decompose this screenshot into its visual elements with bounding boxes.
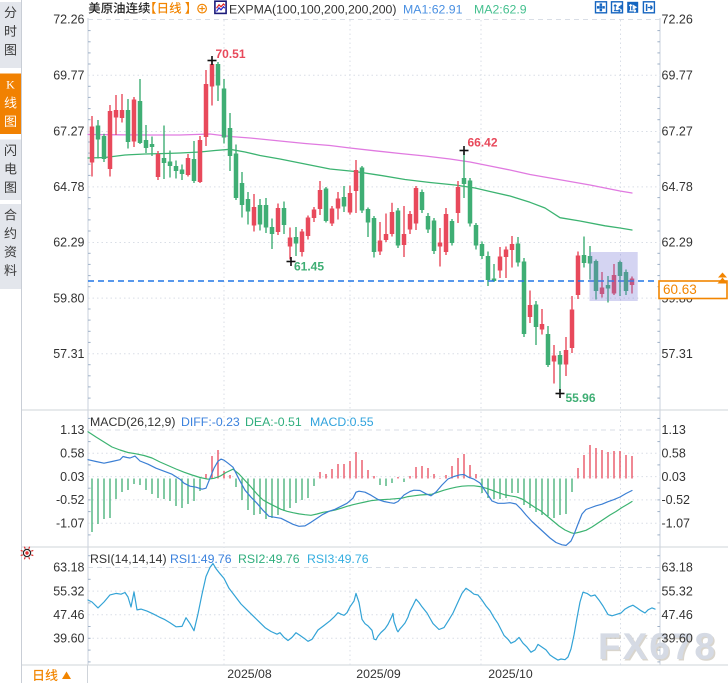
svg-text:64.78: 64.78 — [662, 180, 693, 194]
svg-text:0.03: 0.03 — [662, 470, 686, 484]
svg-text:K: K — [6, 78, 15, 92]
svg-text:55.32: 55.32 — [662, 584, 693, 598]
svg-text:62.29: 62.29 — [662, 236, 693, 250]
svg-text:-1.07: -1.07 — [662, 516, 691, 530]
svg-text:39.60: 39.60 — [53, 632, 84, 646]
svg-text:69.77: 69.77 — [662, 68, 693, 82]
svg-text:70.51: 70.51 — [216, 47, 246, 61]
svg-text:RSI3:49.76: RSI3:49.76 — [307, 552, 369, 566]
svg-text:-0.52: -0.52 — [56, 493, 85, 507]
svg-text:DIFF:-0.23: DIFF:-0.23 — [181, 415, 240, 429]
svg-text:67.27: 67.27 — [662, 125, 693, 139]
svg-text:64.78: 64.78 — [53, 180, 84, 194]
svg-text:2025/09: 2025/09 — [356, 667, 401, 681]
svg-text:FX678: FX678 — [598, 626, 717, 667]
svg-text:47.46: 47.46 — [53, 608, 84, 622]
svg-text:1.13: 1.13 — [60, 423, 84, 437]
svg-text:RSI(14,14,14): RSI(14,14,14) — [90, 552, 167, 566]
svg-text:62.29: 62.29 — [53, 236, 84, 250]
svg-text:2025/10: 2025/10 — [488, 667, 533, 681]
svg-text:1.13: 1.13 — [662, 423, 686, 437]
svg-text:MACD:0.55: MACD:0.55 — [310, 415, 374, 429]
svg-text:RSI1:49.76: RSI1:49.76 — [170, 552, 232, 566]
svg-text:MA1:62.91: MA1:62.91 — [403, 3, 463, 17]
svg-text:MA2:62.9: MA2:62.9 — [474, 3, 527, 17]
svg-text:59.80: 59.80 — [53, 291, 84, 305]
svg-text:61.45: 61.45 — [294, 260, 324, 274]
svg-text:55.96: 55.96 — [566, 391, 596, 405]
svg-text:2025/08: 2025/08 — [227, 667, 272, 681]
svg-text:63.18: 63.18 — [662, 561, 693, 575]
svg-text:69.77: 69.77 — [53, 68, 84, 82]
svg-text:63.18: 63.18 — [53, 561, 84, 575]
svg-text:55.32: 55.32 — [53, 584, 84, 598]
svg-text:72.26: 72.26 — [53, 13, 84, 27]
svg-text:72.26: 72.26 — [662, 13, 693, 27]
svg-text:DEA:-0.51: DEA:-0.51 — [245, 415, 302, 429]
svg-text:-1.07: -1.07 — [56, 516, 85, 530]
svg-text:67.27: 67.27 — [53, 125, 84, 139]
svg-text:39.60: 39.60 — [662, 632, 693, 646]
svg-text:RSI2:49.76: RSI2:49.76 — [238, 552, 300, 566]
svg-text:47.46: 47.46 — [662, 608, 693, 622]
svg-text:0.58: 0.58 — [60, 447, 84, 461]
svg-text:-0.52: -0.52 — [662, 493, 691, 507]
svg-text:57.31: 57.31 — [662, 347, 693, 361]
svg-text:57.31: 57.31 — [53, 347, 84, 361]
svg-text:0.58: 0.58 — [662, 447, 686, 461]
svg-text:EXPMA(100,100,200,200,200): EXPMA(100,100,200,200,200) — [229, 3, 397, 17]
svg-text:FX678: FX678 — [600, 628, 719, 669]
svg-text:66.42: 66.42 — [468, 136, 498, 150]
svg-text:60.63: 60.63 — [663, 282, 697, 297]
svg-text:MACD(26,12,9): MACD(26,12,9) — [90, 415, 175, 429]
svg-text:0.03: 0.03 — [60, 470, 84, 484]
